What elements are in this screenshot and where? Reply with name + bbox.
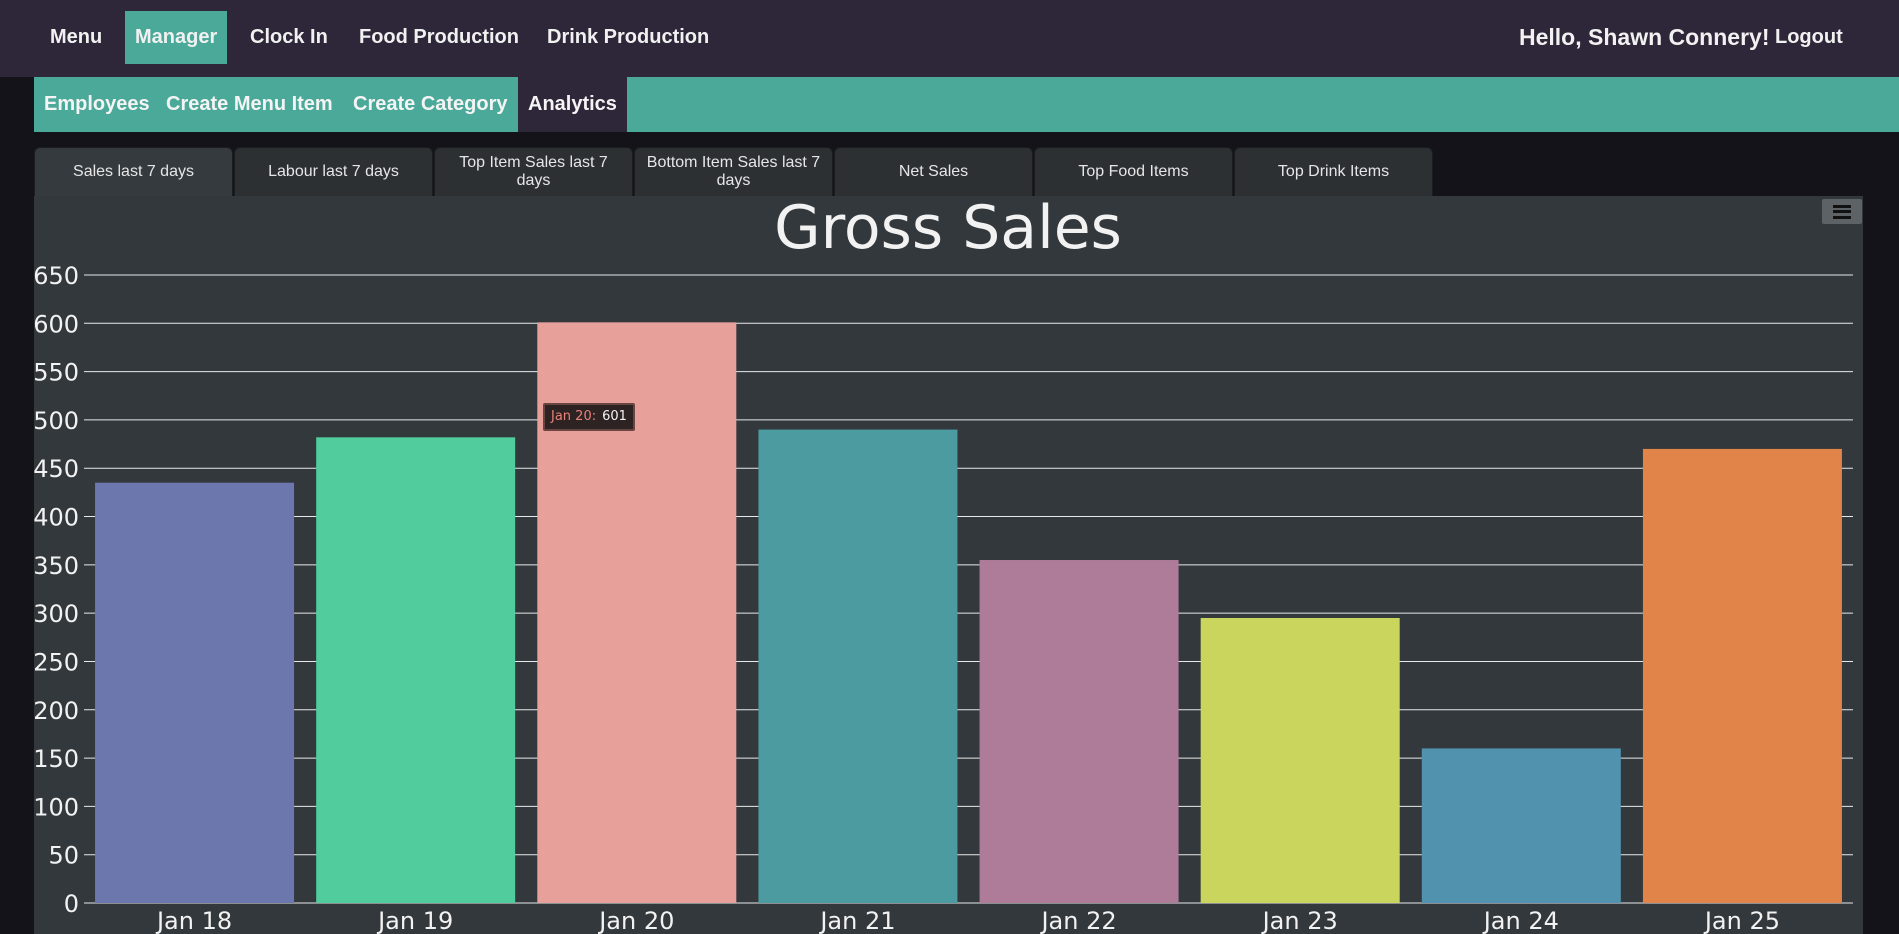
x-tick-label: Jan 20: [597, 907, 674, 934]
y-tick-label: 50: [48, 842, 79, 870]
subnav-analytics[interactable]: Analytics: [518, 77, 627, 132]
x-tick-label: Jan 25: [1703, 907, 1780, 934]
nav-food-production[interactable]: Food Production: [359, 26, 519, 48]
y-tick-label: 400: [33, 504, 79, 532]
x-tick-label: Jan 19: [376, 907, 453, 934]
subnav-create-category[interactable]: Create Category: [353, 93, 508, 115]
y-tick-label: 0: [64, 890, 79, 918]
chart-bars: [95, 322, 1842, 903]
y-tick-label: 450: [33, 455, 79, 483]
x-tick-label: Jan 22: [1039, 907, 1116, 934]
x-tick-label: Jan 21: [818, 907, 895, 934]
bar-jan-22[interactable]: [979, 560, 1179, 903]
y-tick-label: 650: [33, 262, 79, 290]
subnav-create-menu-item[interactable]: Create Menu Item: [166, 93, 333, 115]
x-tick-label: Jan 18: [155, 907, 232, 934]
tooltip-label: Jan 20:: [551, 409, 597, 424]
y-tick-label: 600: [33, 310, 79, 338]
bar-jan-21[interactable]: [758, 429, 958, 903]
y-tick-label: 150: [33, 745, 79, 773]
subnav-employees[interactable]: Employees: [44, 93, 150, 115]
hamburger-icon: [1833, 204, 1851, 219]
user-greeting: Hello, Shawn Connery!: [1519, 24, 1770, 50]
bar-jan-24[interactable]: [1421, 748, 1621, 903]
y-axis-labels: 0 50 100 150 200 250 300 350 400 450 500 550 600 650: [33, 262, 79, 918]
x-axis-labels: Jan 18 Jan 19 Jan 20 Jan 21 Jan 22 Jan 23 Jan …: [155, 907, 1780, 934]
tab-bottom-item-sales[interactable]: Bottom Item Sales last 7 days: [634, 147, 833, 196]
y-tick-label: 100: [33, 793, 79, 821]
bar-jan-19[interactable]: [316, 437, 516, 903]
nav-manager[interactable]: Manager: [125, 11, 228, 64]
tooltip-value: 601: [602, 409, 627, 424]
bar-jan-18[interactable]: [95, 482, 295, 903]
tab-top-food-items[interactable]: Top Food Items: [1034, 147, 1233, 196]
manager-subnav: Employees Create Menu Item Create Catego…: [34, 77, 1899, 132]
bar-jan-25[interactable]: [1642, 448, 1842, 903]
y-tick-label: 350: [33, 552, 79, 580]
tab-top-drink-items[interactable]: Top Drink Items: [1234, 147, 1433, 196]
tab-labour-last-7-days[interactable]: Labour last 7 days: [234, 147, 433, 196]
chart-title: Gross Sales: [774, 193, 1122, 263]
y-tick-label: 250: [33, 648, 79, 676]
nav-drink-production[interactable]: Drink Production: [547, 26, 710, 48]
nav-menu[interactable]: Menu: [50, 26, 103, 48]
logout-link[interactable]: Logout: [1775, 26, 1843, 48]
y-tick-label: 550: [33, 359, 79, 387]
y-tick-label: 200: [33, 697, 79, 725]
tab-top-item-sales[interactable]: Top Item Sales last 7 days: [434, 147, 633, 196]
y-tick-label: 500: [33, 407, 79, 435]
chart-tooltip: Jan 20: 601: [543, 403, 635, 431]
tab-sales-last-7-days[interactable]: Sales last 7 days: [34, 147, 233, 196]
x-tick-label: Jan 24: [1482, 907, 1559, 934]
nav-clock-in[interactable]: Clock In: [250, 26, 328, 48]
x-tick-label: Jan 23: [1261, 907, 1338, 934]
y-tick-label: 300: [33, 600, 79, 628]
top-navbar: Menu Manager Clock In Food Production Dr…: [0, 0, 1899, 77]
tab-net-sales[interactable]: Net Sales: [834, 147, 1033, 196]
chart-menu-button[interactable]: [1822, 199, 1862, 224]
bar-jan-23[interactable]: [1200, 617, 1400, 903]
